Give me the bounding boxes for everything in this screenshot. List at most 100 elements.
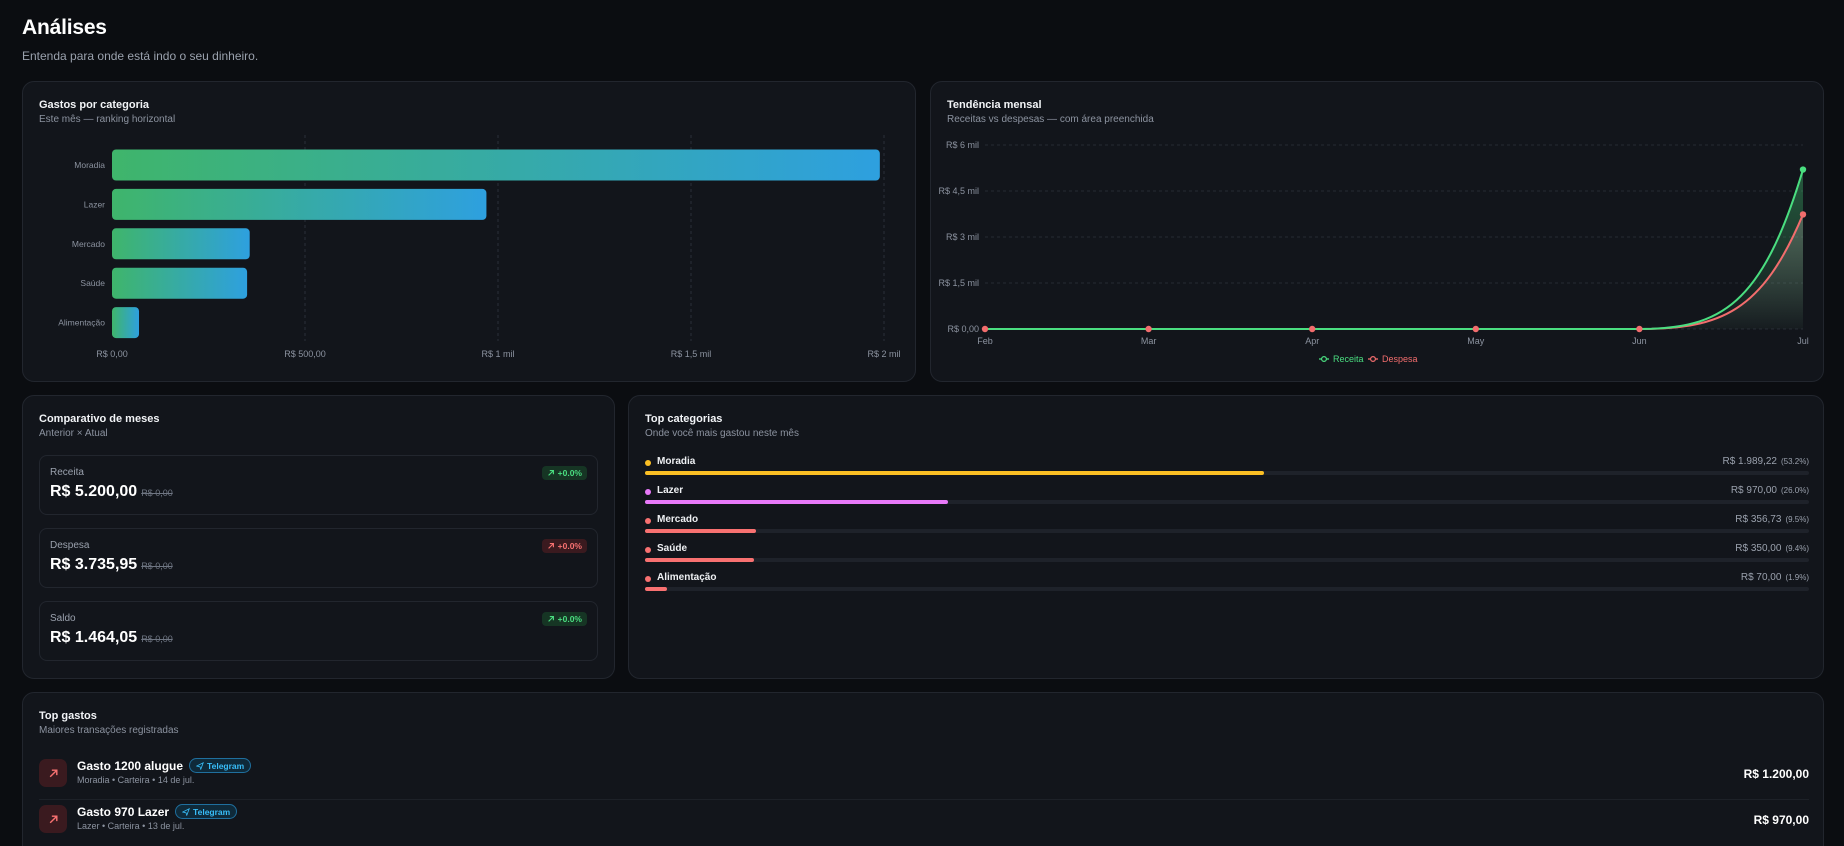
series-area: [985, 169, 1803, 329]
card-title: Gastos por categoria: [39, 99, 150, 111]
category-progress-fill: [645, 587, 668, 591]
data-point: [1799, 211, 1807, 218]
transaction-title: Gasto 970 Lazer Telegram: [77, 804, 238, 819]
change-badge: +0.0%: [541, 539, 587, 553]
card-subtitle: Anterior × Atual: [39, 428, 108, 439]
comparison-value: R$ 3.735,95 R$ 0,00: [50, 556, 173, 573]
y-category-label: Saúde: [80, 278, 105, 288]
comparison-value: R$ 1.464,05 R$ 0,00: [50, 629, 173, 646]
category-bar-chart: R$ 0,00 R$ 500,00 R$ 1 mil R$ 1,5 mil R$ 2 m…: [58, 135, 901, 359]
category-name: Saúde: [657, 543, 688, 554]
telegram-tag: Telegram: [175, 804, 238, 819]
comparison-previous: R$ 0,00: [141, 561, 173, 571]
x-tick-label: R$ 0,00: [96, 349, 128, 359]
legend-marker: [1321, 356, 1328, 363]
y-tick-label: R$ 3 mil: [946, 232, 979, 242]
category-progress-fill: [645, 471, 1265, 475]
card-title: Tendência mensal: [947, 99, 1042, 111]
x-tick-label: R$ 1 mil: [481, 349, 514, 359]
page-subtitle: Entenda para onde está indo o seu dinhei…: [22, 49, 259, 63]
category-progress-track: [645, 558, 1809, 562]
x-tick-label: R$ 1,5 mil: [671, 349, 712, 359]
expense-arrow-icon: [39, 805, 67, 833]
card-subtitle: Maiores transações registradas: [39, 725, 179, 736]
data-point: [1309, 325, 1316, 333]
series-area: [985, 214, 1803, 329]
x-tick-label: Feb: [977, 336, 993, 346]
card-title: Comparativo de meses: [39, 413, 160, 425]
divider: [39, 799, 1809, 800]
send-icon: [196, 761, 204, 770]
category-name: Alimentação: [657, 572, 717, 583]
card-title: Top categorias: [645, 413, 723, 425]
transaction-amount: R$ 1.200,00: [1743, 767, 1809, 781]
comparison-previous: R$ 0,00: [141, 488, 173, 498]
y-tick-label: R$ 0,00: [947, 324, 979, 334]
category-percent: (9.4%): [1785, 544, 1809, 553]
comparison-saldo: Saldo R$ 1.464,05 R$ 0,00 +0.0%: [39, 601, 598, 661]
bar: [112, 188, 487, 220]
bar: [112, 228, 250, 260]
comparison-previous: R$ 0,00: [141, 634, 173, 644]
send-icon: [182, 807, 190, 816]
category-progress-track: [645, 587, 1809, 591]
category-progress-fill: [645, 558, 755, 562]
y-tick-label: R$ 6 mil: [946, 140, 979, 150]
category-percent: (1.9%): [1785, 573, 1809, 582]
bar: [112, 307, 140, 339]
category-percent: (26.0%): [1780, 486, 1809, 495]
x-tick-label: Apr: [1305, 336, 1319, 346]
y-tick-label: R$ 4,5 mil: [938, 186, 979, 196]
category-amount: R$ 970,00 (26.0%): [1730, 485, 1809, 496]
card-subtitle: Receitas vs despesas — com área preenchi…: [947, 114, 1154, 125]
transaction-meta: Moradia • Carteira • 14 de jul.: [77, 775, 195, 785]
data-point: [1145, 325, 1152, 333]
y-category-label: Lazer: [84, 199, 105, 209]
category-progress-track: [645, 500, 1809, 504]
category-amount: R$ 350,00 (9.4%): [1735, 543, 1809, 554]
category-amount: R$ 70,00 (1.9%): [1740, 572, 1809, 583]
tendencia-mensal-card: Tendência mensal Receitas vs despesas — …: [930, 81, 1824, 382]
category-progress-fill: [645, 500, 948, 504]
data-point: [981, 325, 989, 333]
x-tick-label: May: [1467, 336, 1485, 346]
card-subtitle: Este mês — ranking horizontal: [39, 114, 176, 125]
category-name: Lazer: [657, 485, 684, 496]
arrow-up-right-icon: [547, 616, 554, 622]
x-tick-label: Jun: [1632, 336, 1647, 346]
transaction-row[interactable]: Gasto 970 Lazer Telegram Lazer • Carteir…: [39, 801, 1809, 846]
arrow-up-right-icon: [547, 470, 554, 476]
category-progress-track: [645, 471, 1809, 475]
transaction-amount: R$ 970,00: [1753, 813, 1809, 827]
category-percent: (53.2%): [1780, 457, 1809, 466]
top-gastos-card: Top gastos Maiores transações registrada…: [22, 692, 1824, 846]
legend-label: Receita: [1333, 354, 1364, 364]
bar: [112, 149, 880, 181]
comparison-label: Saldo: [50, 613, 76, 624]
top-categorias-card: Top categorias Onde você mais gastou nes…: [628, 395, 1824, 679]
transaction-row[interactable]: Gasto 1200 alugue Telegram Moradia • Car…: [39, 755, 1809, 801]
arrow-up-right-icon: [547, 543, 554, 549]
y-category-label: Mercado: [72, 239, 105, 249]
x-tick-label: Jul: [1797, 336, 1809, 346]
comparison-label: Receita: [50, 467, 84, 478]
comparison-receita: Receita R$ 5.200,00 R$ 0,00 +0.0%: [39, 455, 598, 515]
x-tick-label: Mar: [1141, 336, 1157, 346]
category-name: Mercado: [657, 514, 699, 525]
telegram-tag: Telegram: [189, 758, 252, 773]
category-name: Moradia: [657, 456, 696, 467]
comparison-value: R$ 5.200,00 R$ 0,00: [50, 483, 173, 500]
legend-label: Despesa: [1382, 354, 1418, 364]
comparativo-card: Comparativo de meses Anterior × Atual Re…: [22, 395, 615, 679]
category-amount: R$ 1.989,22 (53.2%): [1722, 456, 1809, 467]
category-dot-icon: [645, 518, 651, 524]
data-point: [1636, 325, 1643, 333]
category-progress-track: [645, 529, 1809, 533]
series-line: [985, 169, 1804, 331]
monthly-trend-chart: R$ 0,00 R$ 1,5 mil R$ 3 mil R$ 4,5 mil R$ 6 …: [938, 140, 1809, 364]
category-dot-icon: [645, 547, 651, 553]
card-subtitle: Onde você mais gastou neste mês: [645, 428, 799, 439]
page-header: Análises Entenda para onde está indo o s…: [22, 16, 258, 63]
data-point: [1799, 166, 1807, 173]
category-dot-icon: [645, 576, 651, 582]
